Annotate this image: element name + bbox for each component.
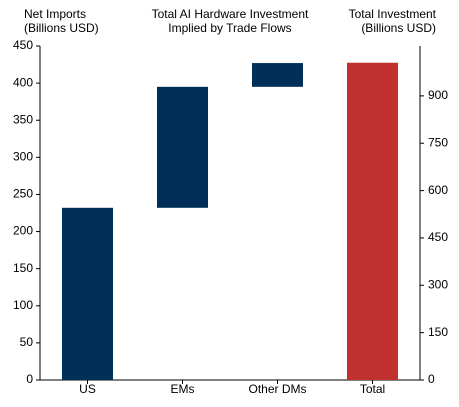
y2-tick-label: 0 — [428, 372, 435, 386]
y2-tick-label: 150 — [428, 325, 448, 339]
y-tick-label: 50 — [20, 335, 34, 349]
y-tick-label: 400 — [13, 75, 33, 89]
y2-tick-label: 900 — [428, 88, 448, 102]
x-tick-label: Other DMs — [248, 382, 306, 396]
y2-tick-label: 450 — [428, 230, 448, 244]
y-axis-label: (Billions USD) — [24, 21, 99, 35]
y-tick-label: 150 — [13, 261, 33, 275]
y-axis-label: Net Imports — [24, 7, 86, 21]
bar — [62, 207, 113, 380]
chart-title: Implied by Trade Flows — [168, 21, 291, 35]
x-tick-label: Total — [360, 382, 385, 396]
y-tick-label: 450 — [13, 38, 33, 52]
y-tick-label: 0 — [26, 372, 33, 386]
y-tick-label: 300 — [13, 150, 33, 164]
x-tick-label: EMs — [171, 382, 195, 396]
y-tick-label: 350 — [13, 112, 33, 126]
y2-tick-label: 300 — [428, 277, 448, 291]
x-tick-label: US — [79, 382, 96, 396]
bar — [252, 63, 303, 87]
bar — [157, 86, 208, 208]
chart-title: Total AI Hardware Investment — [152, 7, 309, 21]
y2-axis-label: (Billions USD) — [361, 21, 436, 35]
y-tick-label: 100 — [13, 298, 33, 312]
bar — [347, 62, 398, 380]
y-tick-label: 250 — [13, 187, 33, 201]
y2-axis-label: Total Investment — [349, 7, 437, 21]
y2-tick-label: 600 — [428, 183, 448, 197]
y-tick-label: 200 — [13, 224, 33, 238]
y2-tick-label: 750 — [428, 135, 448, 149]
